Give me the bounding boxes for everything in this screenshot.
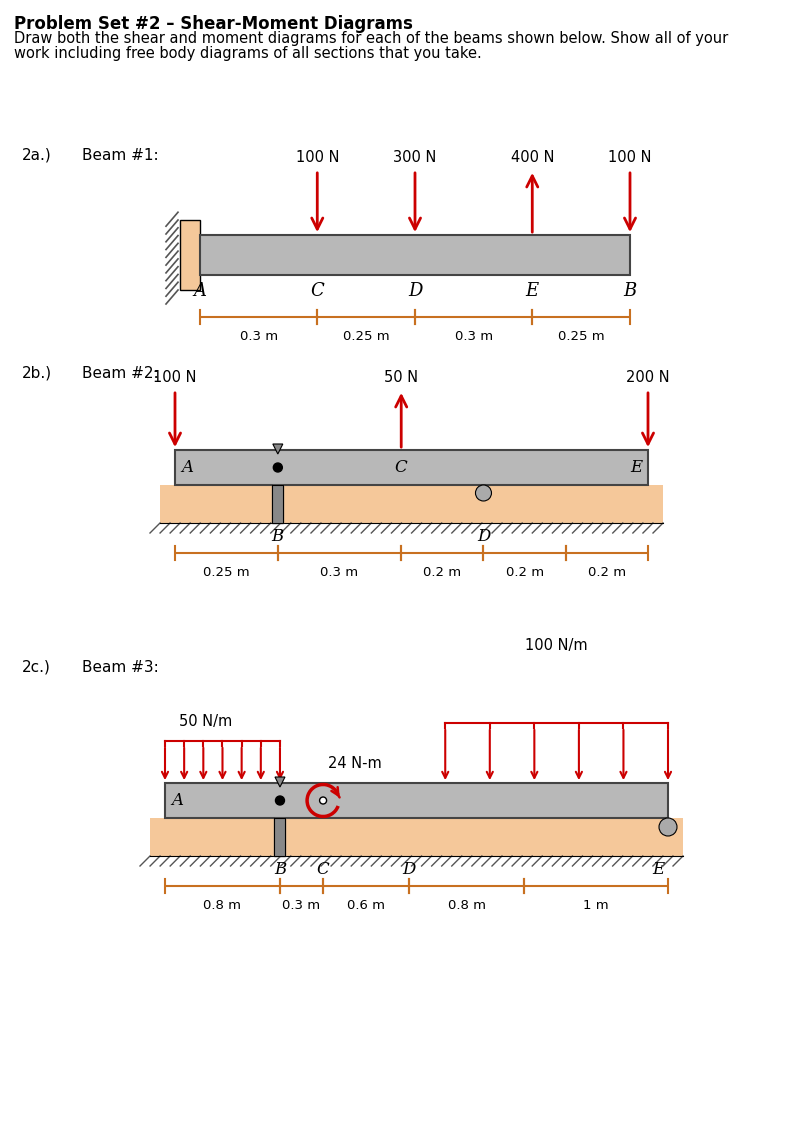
Polygon shape [272,444,282,453]
Text: 0.2 m: 0.2 m [587,566,625,579]
Circle shape [659,818,676,836]
Polygon shape [272,485,283,523]
Text: B: B [272,529,284,546]
Circle shape [320,797,326,804]
Polygon shape [275,777,285,787]
Text: Draw both the shear and moment diagrams for each of the beams shown below. Show : Draw both the shear and moment diagrams … [14,30,727,46]
Text: C: C [316,862,329,879]
Text: 200 N: 200 N [625,370,669,385]
Text: 0.8 m: 0.8 m [204,899,241,913]
Text: 0.6 m: 0.6 m [347,899,384,913]
Text: B: B [273,862,285,879]
Text: E: E [629,459,642,476]
Text: 0.25 m: 0.25 m [342,331,389,343]
Text: E: E [651,862,663,879]
Bar [180,220,200,290]
Circle shape [275,796,284,805]
Bar [150,818,682,856]
Text: C: C [310,282,324,300]
Text: Problem Set #2 – Shear-Moment Diagrams: Problem Set #2 – Shear-Moment Diagrams [14,15,412,33]
Text: 24 N-m: 24 N-m [328,756,381,772]
Text: 0.3 m: 0.3 m [320,566,358,579]
Text: 0.25 m: 0.25 m [557,331,603,343]
Circle shape [475,485,491,501]
Text: 50 N/m: 50 N/m [178,714,232,729]
Text: 0.3 m: 0.3 m [454,331,492,343]
Circle shape [273,462,282,472]
Bar [160,485,663,523]
Text: work including free body diagrams of all sections that you take.: work including free body diagrams of all… [14,46,481,61]
Text: 100 N: 100 N [295,150,339,165]
Text: 100 N: 100 N [607,150,651,165]
Text: A: A [171,792,182,809]
Text: 0.8 m: 0.8 m [447,899,485,913]
Text: 0.2 m: 0.2 m [505,566,543,579]
Text: 0.2 m: 0.2 m [423,566,461,579]
Text: B: B [623,282,636,300]
Text: 1 m: 1 m [582,899,608,913]
Text: A: A [181,459,193,476]
Text: 50 N: 50 N [384,370,418,385]
Text: 0.25 m: 0.25 m [203,566,250,579]
Text: 2b.): 2b.) [22,365,52,381]
Polygon shape [274,818,285,856]
Text: 2c.): 2c.) [22,660,51,675]
Text: 100 N: 100 N [153,370,196,385]
Text: 0.3 m: 0.3 m [282,899,320,913]
Text: D: D [476,529,490,546]
Text: 2a.): 2a.) [22,148,52,164]
Bar [165,783,667,818]
Text: 400 N: 400 N [510,150,553,165]
Text: A: A [193,282,206,300]
Text: 0.3 m: 0.3 m [239,331,277,343]
Text: Beam #3:: Beam #3: [82,660,159,675]
Text: Beam #1:: Beam #1: [82,148,158,164]
Text: D: D [407,282,422,300]
Text: D: D [402,862,415,879]
Text: C: C [394,459,407,476]
Text: 100 N/m: 100 N/m [525,638,587,653]
Text: Beam #2:: Beam #2: [82,365,158,381]
Text: 300 N: 300 N [393,150,436,165]
Text: E: E [525,282,539,300]
Bar [175,450,647,485]
Bar [200,235,629,275]
